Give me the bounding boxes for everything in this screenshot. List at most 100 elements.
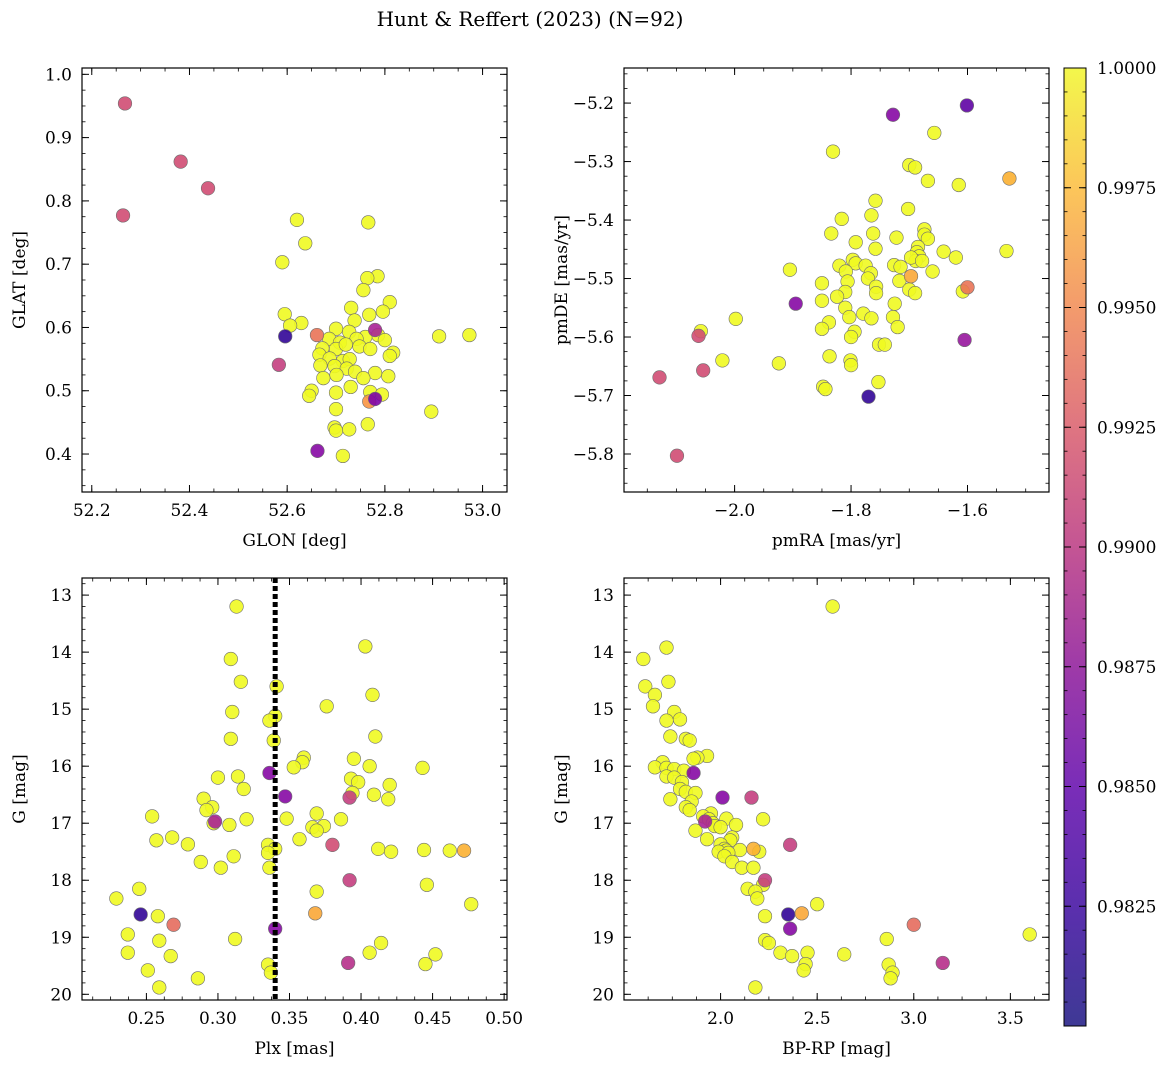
data-point: [415, 760, 430, 776]
data-point: [794, 906, 809, 921]
data-point: [834, 211, 849, 226]
data-point: [309, 823, 324, 838]
data-point: [843, 329, 859, 345]
data-point: [381, 792, 396, 807]
data-point: [868, 193, 883, 208]
data-point: [120, 927, 135, 942]
x-tick-label: 52.2: [73, 501, 111, 521]
points: [652, 98, 1017, 463]
data-point: [286, 760, 301, 775]
data-point: [824, 226, 839, 241]
x-tick-label: 0.30: [199, 1009, 237, 1029]
data-point: [150, 909, 165, 924]
data-point: [442, 843, 457, 858]
data-point: [328, 401, 344, 417]
data-point: [268, 921, 283, 936]
points: [109, 599, 479, 995]
data-point: [109, 891, 124, 906]
data-point: [814, 293, 830, 308]
data-point: [328, 423, 344, 438]
x-tick-label: 3.0: [900, 1009, 927, 1029]
y-tick-label: 16: [50, 757, 72, 777]
data-point: [310, 443, 325, 458]
data-point: [645, 699, 661, 714]
data-point: [223, 731, 238, 746]
data-point: [278, 789, 293, 804]
data-point: [814, 321, 830, 336]
data-point: [920, 173, 936, 188]
data-point: [381, 369, 396, 384]
data-point: [672, 712, 688, 727]
x-tick-label: 53.0: [464, 501, 502, 521]
data-point: [652, 370, 667, 385]
data-point: [887, 296, 902, 311]
data-point: [866, 226, 881, 241]
data-point: [316, 370, 331, 386]
y-tick-label: 0.8: [45, 192, 72, 212]
y-tick-label: 16: [592, 757, 614, 777]
data-point: [935, 955, 950, 971]
x-tick-label: 52.6: [268, 501, 306, 521]
axes-frame: [81, 67, 508, 493]
data-point: [225, 704, 240, 720]
data-point: [362, 945, 377, 960]
data-point: [686, 765, 701, 781]
data-point: [342, 422, 357, 437]
data-point: [669, 448, 685, 463]
y-tick-label: −5.7: [573, 387, 614, 407]
y-axis-label: G [mag]: [10, 754, 30, 823]
data-point: [200, 181, 216, 196]
data-point: [960, 280, 975, 295]
colorbar-tick-label: 1.0000: [1097, 59, 1156, 79]
data-point: [783, 921, 798, 936]
data-point: [152, 980, 167, 995]
data-point: [319, 699, 334, 714]
data-point: [843, 357, 859, 373]
data-point: [362, 759, 377, 774]
x-tick-label: −1.8: [830, 501, 871, 521]
data-point: [338, 337, 353, 352]
colorbar-tick-label: 0.9900: [1097, 538, 1156, 558]
data-point: [788, 296, 803, 311]
data-point: [190, 971, 206, 986]
x-tick-label: 0.50: [485, 1009, 523, 1029]
data-point: [829, 289, 845, 304]
data-point: [861, 389, 876, 404]
panel-pmra-pmde: −2.0 −1.8 −1.6 −5.8 −5.7 −5.6 −5.5 −5.4 −5.3 −5.2…: [552, 67, 1050, 551]
y-axis-label: pmDE [mas/yr]: [552, 215, 572, 345]
data-point: [810, 897, 825, 912]
y-tick-label: 1.0: [45, 65, 72, 85]
data-point: [682, 733, 697, 748]
data-point: [344, 300, 359, 315]
data-point: [748, 980, 763, 995]
data-point: [893, 259, 908, 274]
data-point: [328, 321, 344, 336]
y-tick-label: 0.4: [45, 445, 72, 465]
data-point: [166, 917, 181, 932]
data-point: [636, 651, 651, 667]
axes-frame: [81, 577, 508, 1001]
data-point: [688, 823, 703, 838]
x-tick-label: 52.8: [366, 501, 404, 521]
points: [115, 96, 477, 464]
colorbar-ticks: 0.9825 0.9850 0.9875 0.9900 0.9925 0.9950 0.99…: [1064, 59, 1156, 1027]
data-point: [275, 255, 290, 270]
data-point: [682, 802, 697, 818]
data-point: [784, 948, 800, 964]
data-point: [864, 208, 879, 223]
data-point: [1002, 171, 1017, 186]
y-tick-label: 15: [592, 700, 614, 720]
data-point: [382, 348, 397, 364]
data-point: [140, 963, 155, 978]
x-tick-label: −1.6: [947, 501, 988, 521]
data-point: [864, 311, 879, 326]
x-tick-label: 3.5: [997, 1009, 1024, 1029]
data-point: [279, 811, 294, 826]
data-point: [342, 873, 357, 888]
y-tick-label: 20: [592, 985, 614, 1005]
data-point: [309, 884, 324, 899]
y-tick-label: 13: [50, 586, 72, 606]
data-point: [951, 177, 966, 193]
data-point: [382, 777, 397, 793]
